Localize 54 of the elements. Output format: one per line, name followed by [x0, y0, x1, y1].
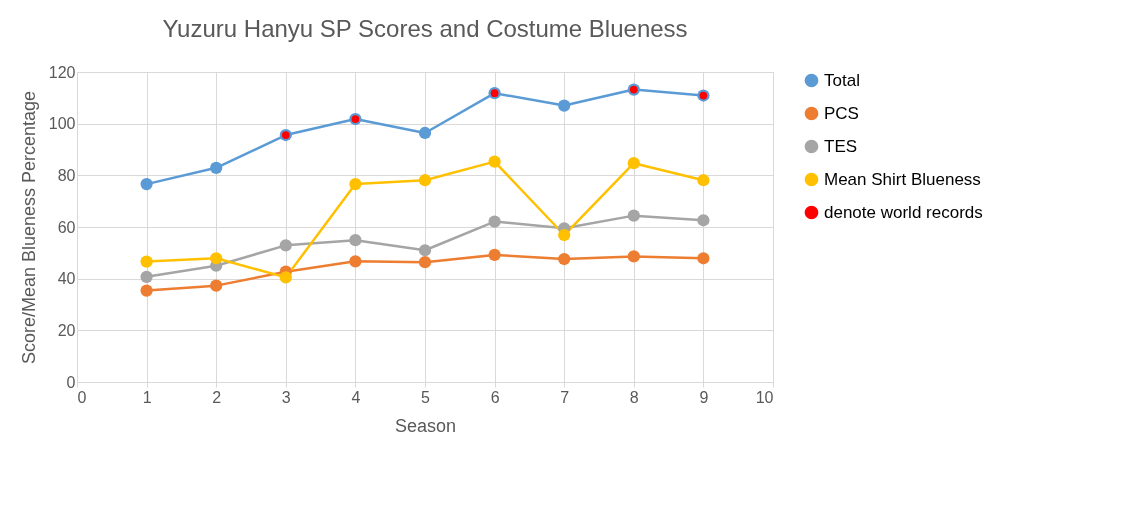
x-tick-label: 4 — [351, 388, 361, 406]
legend-label: Total — [824, 70, 860, 90]
point — [488, 155, 501, 168]
y-tick-label: 40 — [57, 270, 76, 288]
point — [210, 161, 223, 174]
point — [627, 250, 640, 263]
point — [210, 279, 223, 292]
y-tick-label: 80 — [57, 166, 76, 184]
x-tick-label: 2 — [212, 388, 222, 406]
x-tick-label: 7 — [560, 388, 570, 406]
y-tick-label: 100 — [48, 115, 76, 133]
point — [697, 214, 710, 227]
x-tick-label: 9 — [699, 388, 709, 406]
point — [140, 284, 153, 297]
point — [140, 255, 153, 268]
point — [349, 178, 362, 191]
point — [279, 239, 292, 252]
point — [627, 157, 640, 170]
point — [488, 248, 501, 262]
y-tick-label: 60 — [57, 218, 76, 236]
point — [140, 270, 153, 283]
legend-label: TES — [824, 136, 858, 156]
y-axis-title: Score/Mean Blueness Percentage — [18, 90, 39, 365]
point — [558, 99, 571, 112]
chart-title: Yuzuru Hanyu SP Scores and Costume Blueness — [162, 15, 688, 42]
x-tick-label: 0 — [77, 388, 87, 406]
x-tick-label: 1 — [142, 388, 152, 406]
point — [418, 244, 432, 257]
legend-label: Mean Shirt Blueness — [824, 169, 981, 189]
point — [349, 255, 362, 268]
point — [418, 256, 432, 269]
point — [279, 271, 292, 284]
legend-label: PCS — [824, 103, 859, 123]
x-tick-label: 8 — [629, 388, 639, 406]
point — [697, 174, 710, 187]
point — [418, 126, 432, 140]
y-tick-label: 20 — [57, 321, 76, 339]
point — [627, 209, 640, 222]
point — [488, 215, 501, 228]
y-tick-label: 120 — [48, 63, 76, 81]
x-tick-label: 10 — [755, 388, 774, 406]
point — [697, 252, 710, 265]
point — [140, 178, 153, 191]
y-tick-label: 0 — [66, 373, 76, 391]
point — [349, 234, 362, 247]
x-tick-label: 5 — [421, 388, 431, 406]
x-axis-title: Season — [394, 415, 457, 436]
point — [558, 252, 571, 266]
x-tick-label: 6 — [490, 388, 500, 406]
point — [210, 252, 223, 265]
point — [418, 174, 432, 187]
point — [558, 228, 571, 242]
x-tick-label: 3 — [281, 388, 291, 406]
legend-label: denote world records — [824, 202, 983, 222]
